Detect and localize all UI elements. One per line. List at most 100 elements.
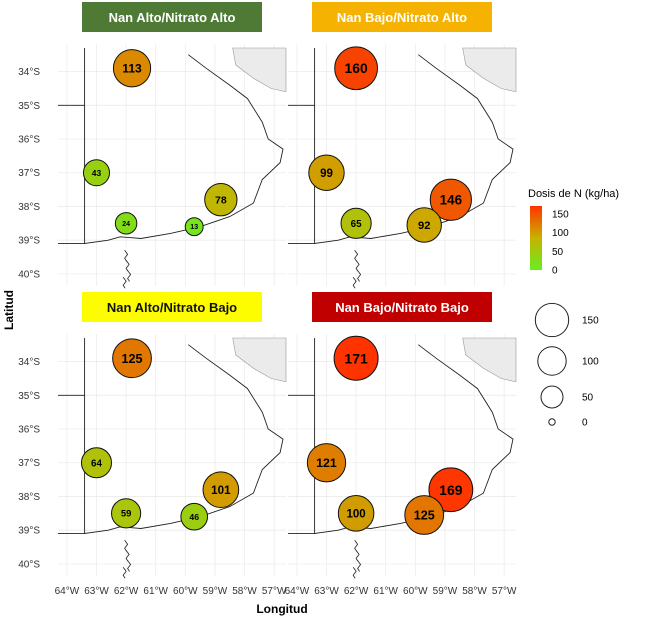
province-boundary bbox=[84, 338, 284, 535]
bubble-value-label: 59 bbox=[121, 509, 132, 520]
y-tick-label: 37°S bbox=[18, 458, 40, 469]
data-bubble bbox=[202, 471, 240, 509]
neighbor-country-shape bbox=[232, 337, 287, 383]
data-bubble bbox=[337, 495, 375, 532]
data-bubble bbox=[404, 495, 445, 535]
data-bubble bbox=[204, 183, 238, 217]
x-tick-label: 59°W bbox=[203, 586, 228, 597]
panel-title: Nan Bajo/Nitrato Alto bbox=[337, 10, 467, 25]
map-panel: Nan Alto/Nitrato Bajo 34°S 35°S 36°S 37°S 38°… bbox=[18, 292, 287, 597]
coastline bbox=[122, 277, 127, 289]
neighbor-country-shape bbox=[232, 47, 287, 93]
coastline bbox=[352, 277, 357, 289]
y-tick-label: 37°S bbox=[18, 168, 40, 179]
coastline bbox=[352, 567, 357, 579]
data-bubble bbox=[184, 217, 204, 237]
data-bubble bbox=[80, 447, 113, 479]
x-tick-label: 58°W bbox=[462, 586, 487, 597]
legend: Dosis de N (kg/ha) 150 100 50 0 150 100 50 0 bbox=[528, 188, 619, 429]
data-bubble bbox=[308, 154, 345, 191]
data-bubble bbox=[111, 498, 142, 529]
bubble-value-label: 100 bbox=[347, 508, 366, 520]
data-bubble bbox=[406, 207, 442, 243]
bubble-value-label: 13 bbox=[190, 224, 198, 231]
panel-title-badge bbox=[82, 292, 262, 322]
x-axis-title: Longitud bbox=[256, 602, 307, 616]
data-bubble bbox=[333, 335, 379, 381]
y-tick-label: 36°S bbox=[18, 135, 40, 146]
bubble-value-label: 169 bbox=[439, 482, 463, 498]
x-tick-label: 61°W bbox=[373, 586, 398, 597]
y-tick-label: 38°S bbox=[18, 492, 40, 503]
x-tick-label: 57°W bbox=[262, 586, 287, 597]
coastline bbox=[125, 260, 130, 272]
coastline bbox=[127, 270, 132, 282]
x-tick-label: 60°W bbox=[173, 586, 198, 597]
y-tick-label: 34°S bbox=[18, 67, 40, 78]
x-tick-label: 60°W bbox=[403, 586, 428, 597]
y-tick-label: 39°S bbox=[18, 236, 40, 247]
province-boundary bbox=[84, 48, 284, 245]
bubble-value-label: 78 bbox=[215, 194, 227, 206]
y-tick-label: 35°S bbox=[18, 391, 40, 402]
coastline bbox=[125, 550, 130, 562]
x-tick-label: 64°W bbox=[285, 586, 310, 597]
size-legend-circle bbox=[540, 385, 564, 409]
bubble-value-label: 146 bbox=[440, 193, 462, 208]
bubble-value-label: 101 bbox=[211, 484, 231, 497]
colorbar bbox=[530, 206, 542, 270]
panel-title: Nan Bajo/Nitrato Bajo bbox=[335, 300, 469, 315]
data-bubble bbox=[429, 178, 472, 221]
province-boundary bbox=[314, 338, 514, 535]
y-tick-label: 40°S bbox=[18, 269, 40, 280]
province-boundary bbox=[314, 48, 514, 245]
data-bubble bbox=[428, 467, 474, 513]
coastline bbox=[122, 567, 127, 579]
x-tick-label: 62°W bbox=[344, 586, 369, 597]
x-tick-label: 62°W bbox=[114, 586, 139, 597]
neighbor-country-shape bbox=[462, 337, 517, 383]
x-tick-label: 58°W bbox=[232, 586, 257, 597]
coastline bbox=[355, 550, 360, 562]
coastline bbox=[124, 540, 129, 552]
coastline bbox=[357, 560, 362, 572]
colorbar-tick-label: 50 bbox=[552, 247, 564, 258]
x-tick-label: 61°W bbox=[143, 586, 168, 597]
bubble-value-label: 113 bbox=[122, 62, 142, 76]
panel-title-badge bbox=[82, 2, 262, 32]
colorbar-tick-label: 0 bbox=[552, 266, 558, 277]
panel-title: Nan Alto/Nitrato Bajo bbox=[107, 300, 237, 315]
map-panel: Nan Bajo/Nitrato Bajo 64°W 63°W 62°W 61°W 60°… bbox=[285, 292, 517, 597]
bubble-value-label: 64 bbox=[91, 458, 102, 469]
bubble-value-label: 160 bbox=[345, 60, 368, 76]
coastline bbox=[355, 260, 360, 272]
panel-title: Nan Alto/Nitrato Alto bbox=[109, 10, 236, 25]
x-tick-label: 63°W bbox=[314, 586, 339, 597]
neighbor-country-shape bbox=[462, 47, 517, 93]
panel-title-badge bbox=[312, 292, 492, 322]
y-tick-label: 38°S bbox=[18, 202, 40, 213]
bubble-value-label: 43 bbox=[92, 168, 102, 178]
data-bubble bbox=[340, 207, 372, 239]
size-legend-circle bbox=[548, 418, 556, 426]
data-bubble bbox=[82, 159, 111, 187]
axes: Longitud Latitud bbox=[2, 290, 308, 616]
map-panel: Nan Bajo/Nitrato Alto 160 99 146 65 92 bbox=[288, 2, 517, 289]
size-legend-label: 150 bbox=[582, 316, 599, 327]
size-legend-circle bbox=[534, 302, 570, 338]
colorbar-tick-label: 150 bbox=[552, 209, 569, 220]
data-bubble bbox=[114, 212, 138, 235]
y-tick-label: 40°S bbox=[18, 559, 40, 570]
data-bubble bbox=[334, 46, 379, 91]
x-tick-label: 59°W bbox=[433, 586, 458, 597]
size-legend-circle bbox=[537, 346, 567, 376]
x-tick-label: 57°W bbox=[492, 586, 517, 597]
x-tick-label: 64°W bbox=[55, 586, 80, 597]
colorbar-tick-label: 100 bbox=[552, 228, 569, 239]
bubble-value-label: 65 bbox=[351, 219, 362, 230]
y-tick-label: 35°S bbox=[18, 101, 40, 112]
bubble-value-label: 121 bbox=[316, 456, 337, 470]
y-tick-label: 34°S bbox=[18, 357, 40, 368]
y-axis-title: Latitud bbox=[2, 290, 16, 330]
